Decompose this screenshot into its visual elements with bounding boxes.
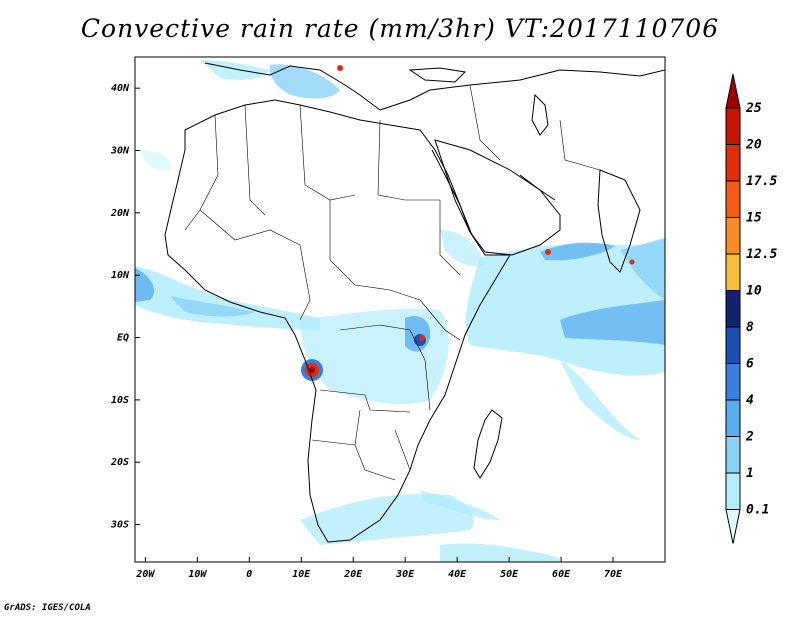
lon-tick-label: 30E <box>395 569 415 580</box>
colorbar-level-label: 17.5 <box>746 174 777 189</box>
rain-area <box>440 543 560 562</box>
rain-area <box>420 490 500 520</box>
red-sea <box>431 149 473 236</box>
lon-tick-label: 40E <box>448 569 467 580</box>
border-line <box>394 429 411 471</box>
colorbar-level-label: 2 <box>745 430 754 445</box>
colorbar-top-arrow <box>725 73 741 109</box>
colorbar-level-label: 8 <box>746 320 754 335</box>
border-line <box>439 200 461 276</box>
lat-tick-label: 30N <box>110 146 130 157</box>
rain-area <box>465 240 665 376</box>
colorbar-swatch <box>725 217 741 255</box>
lon-tick-label: 0 <box>246 569 252 580</box>
lat-tick-label: 20N <box>110 208 130 219</box>
border-line <box>199 209 301 246</box>
lat-tick-label: 10S <box>111 395 129 406</box>
border-line <box>311 439 396 481</box>
border-line <box>377 119 440 201</box>
colorbar-level-label: 12.5 <box>746 247 777 262</box>
rain-area <box>540 242 615 261</box>
rain-area <box>140 150 171 171</box>
colorbar-bottom-arrow <box>725 509 741 544</box>
rain-cell <box>337 65 343 71</box>
colorbar-level-label: 1 <box>746 466 754 481</box>
rain-area <box>560 360 640 440</box>
rain-area <box>200 60 270 80</box>
rain-cell <box>545 249 551 255</box>
colorbar-swatch <box>725 290 741 328</box>
colorbar-level-label: 10 <box>746 284 762 299</box>
caspian-sea <box>531 93 549 136</box>
rain-cell <box>629 259 635 265</box>
colorbar-level-label: 4 <box>746 393 754 408</box>
persian-gulf <box>519 174 556 201</box>
axis-ticks: 20W 10W 0 10E 20E 30E 40E 50E 60E 70E 40N 30N 20N 10N… <box>110 83 623 580</box>
colorbar-level-label: 0.1 <box>746 503 769 518</box>
lat-tick-label: 40N <box>111 83 130 94</box>
rain-area <box>560 300 665 345</box>
colorbar-swatch <box>725 363 741 401</box>
lon-tick-label: 10E <box>292 569 311 580</box>
rain-area <box>440 230 485 267</box>
border-line <box>559 119 601 171</box>
lat-tick-label: 20S <box>110 457 129 468</box>
rain-area <box>135 268 155 302</box>
rain-area <box>300 493 474 545</box>
border-line <box>299 104 356 201</box>
colorbar-swatch <box>725 436 741 474</box>
lat-tick-label: EQ <box>117 333 129 344</box>
colorbar-swatch <box>725 399 741 437</box>
colorbar-swatch <box>725 107 741 145</box>
border-line <box>469 84 501 161</box>
map-frame <box>134 56 666 563</box>
rain-area <box>170 296 255 317</box>
lon-tick-label: 20W <box>135 569 155 580</box>
colorbar-swatch <box>725 180 741 218</box>
border-line <box>339 324 431 411</box>
colorbar-level-label: 6 <box>746 357 754 372</box>
colorbar-level-label: 25 <box>745 101 762 116</box>
rain-cell <box>419 335 425 341</box>
colorbar-level-label: 15 <box>746 211 762 226</box>
rain-area <box>135 266 320 330</box>
rain-area <box>269 64 340 99</box>
lat-tick-label: 30S <box>110 520 129 531</box>
colorbar-swatch <box>725 472 741 510</box>
lon-tick-label: 70E <box>604 569 623 580</box>
europe-coastline <box>204 62 665 111</box>
border-line <box>354 409 361 446</box>
lat-tick-label: 10N <box>111 270 130 281</box>
madagascar-coastline <box>473 409 503 479</box>
country-borders <box>184 84 601 481</box>
grads-credit: GrADS: IGES/COLA <box>4 603 91 613</box>
colorbar-swatch <box>725 326 741 364</box>
india-coastline <box>597 169 641 273</box>
border-line <box>419 299 461 341</box>
map-title: Convective rain rate (mm/3hr) VT:2017110… <box>80 14 720 43</box>
lon-tick-label: 10W <box>188 569 207 580</box>
lon-tick-label: 50E <box>500 569 519 580</box>
colorbar-level-label: 20 <box>745 138 762 153</box>
arabia-coastline <box>434 139 561 256</box>
border-line <box>299 244 311 321</box>
rain-field <box>135 60 665 562</box>
colorbar-swatch <box>725 144 741 182</box>
border-line <box>319 389 411 413</box>
colorbar-swatch <box>725 253 741 291</box>
black-sea <box>408 67 467 83</box>
border-line <box>329 200 421 301</box>
rain-cell <box>309 367 315 373</box>
border-line <box>184 114 219 231</box>
colorbar: 25 20 17.5 15 12.5 10 8 6 4 2 1 0.1 <box>725 73 777 544</box>
rain-area <box>620 238 665 300</box>
border-line <box>244 104 266 216</box>
lon-tick-label: 20E <box>343 569 363 580</box>
lon-tick-label: 60E <box>552 569 571 580</box>
